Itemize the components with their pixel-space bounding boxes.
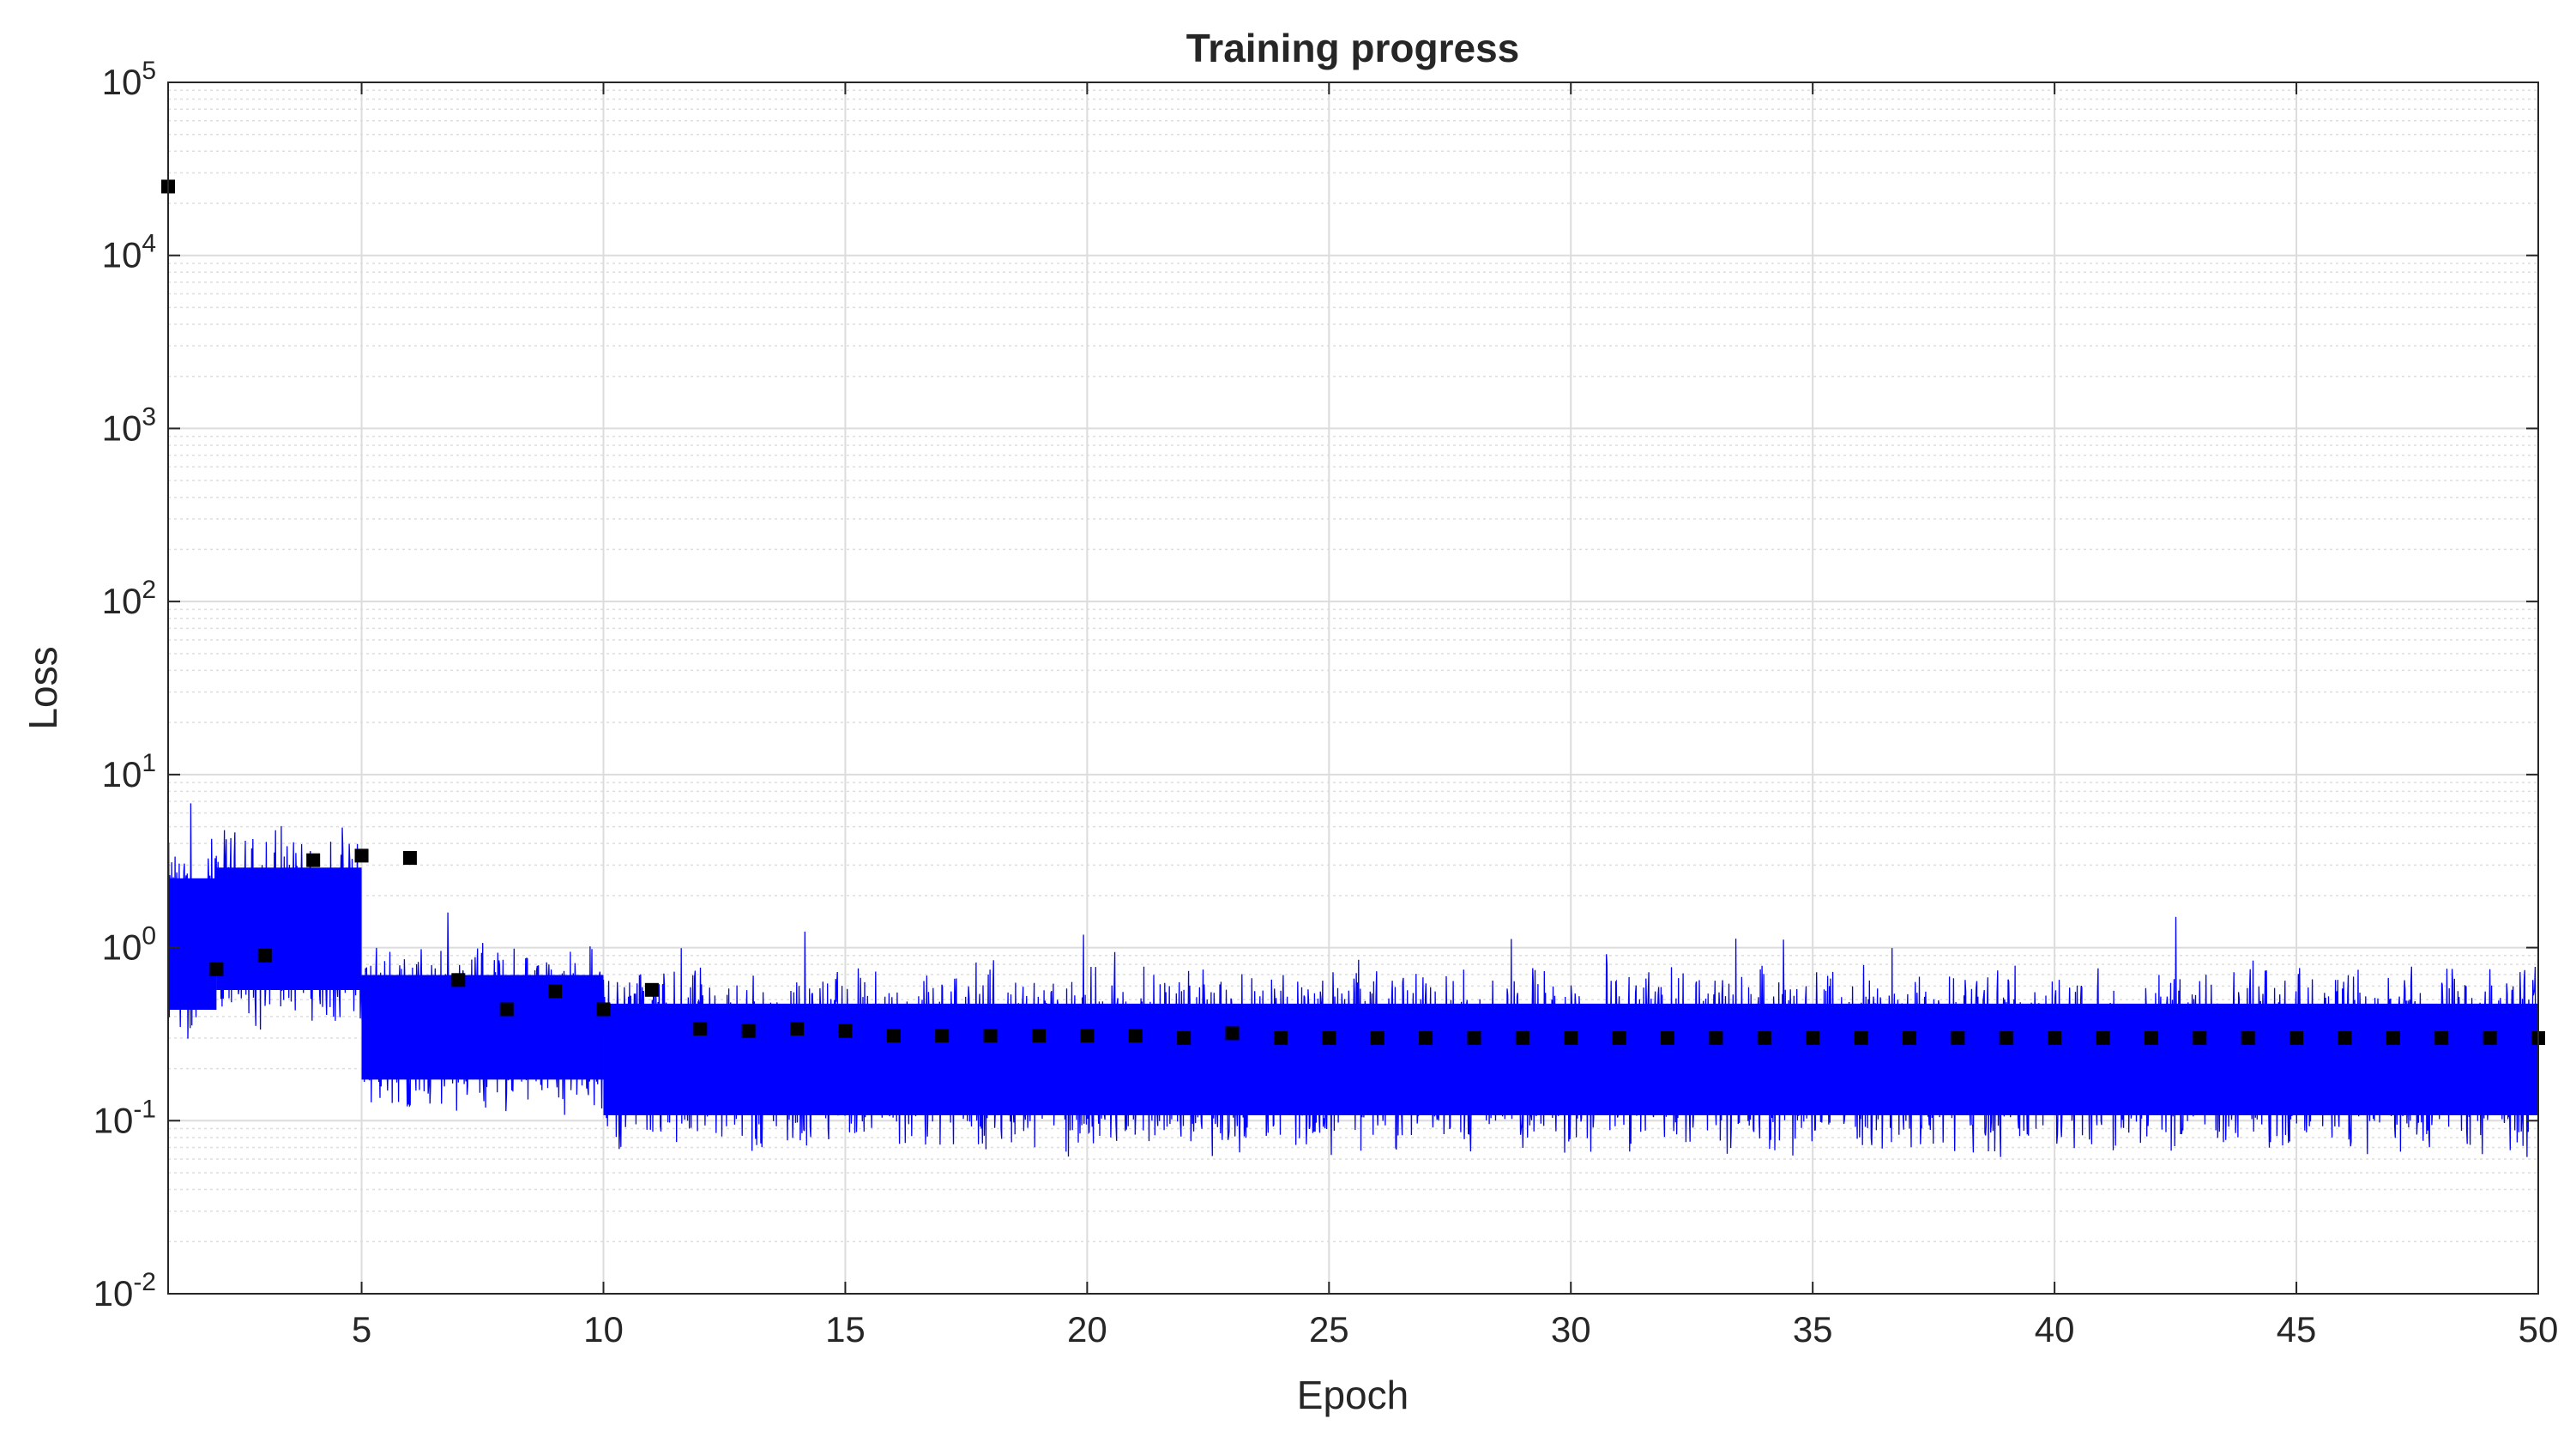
x-tick-label: 25 [1309, 1309, 1349, 1349]
y-tick-label: 103 [102, 402, 156, 448]
epoch-loss-marker [1128, 1029, 1143, 1043]
epoch-loss-marker [1806, 1031, 1820, 1046]
x-tick-labels: 5 10 15 20 25 30 35 40 45 50 [352, 1309, 2558, 1349]
x-tick-label: 15 [825, 1309, 866, 1349]
x-axis-label: Epoch [1297, 1373, 1409, 1417]
x-tick-label: 20 [1067, 1309, 1107, 1349]
x-tick-label: 5 [352, 1309, 371, 1349]
epoch-loss-marker [1370, 1031, 1385, 1046]
epoch-loss-marker [693, 1022, 708, 1036]
epoch-loss-marker [741, 1023, 756, 1038]
epoch-loss-marker [1080, 1029, 1095, 1043]
y-tick-label: 10-2 [94, 1268, 156, 1313]
y-tick-label: 100 [102, 922, 156, 968]
x-tick-label: 40 [2035, 1309, 2075, 1349]
y-tick-label: 102 [102, 576, 156, 621]
epoch-loss-marker [1177, 1031, 1191, 1046]
y-tick-label: 105 [102, 57, 156, 102]
epoch-loss-marker [257, 948, 272, 963]
epoch-loss-marker [499, 1002, 514, 1017]
epoch-loss-marker [451, 973, 466, 987]
epoch-loss-marker [1709, 1031, 1723, 1046]
epoch-loss-marker [644, 982, 659, 997]
x-tick-label: 35 [1793, 1309, 1833, 1349]
epoch-loss-marker [2434, 1031, 2449, 1046]
epoch-loss-marker [1225, 1026, 1240, 1041]
epoch-loss-marker [1902, 1031, 1916, 1046]
epoch-loss-marker [1951, 1031, 1965, 1046]
epoch-loss-marker [1757, 1031, 1771, 1046]
epoch-loss-marker [1031, 1029, 1046, 1043]
epoch-loss-marker [1854, 1031, 1868, 1046]
epoch-loss-marker [935, 1029, 950, 1043]
batch-loss-band-core [603, 1003, 2539, 1115]
epoch-loss-markers [161, 179, 2545, 1046]
epoch-loss-marker [2144, 1031, 2158, 1046]
epoch-loss-marker [838, 1023, 853, 1038]
epoch-loss-marker [354, 848, 369, 863]
x-tick-label: 50 [2519, 1309, 2559, 1349]
epoch-loss-marker [2338, 1031, 2352, 1046]
epoch-loss-marker [306, 853, 321, 867]
y-tick-label: 104 [102, 230, 156, 275]
epoch-loss-marker [2048, 1031, 2062, 1046]
epoch-loss-marker [790, 1022, 805, 1036]
batch-loss-band-core [168, 878, 217, 1011]
batch-loss-line [167, 803, 2539, 1157]
minor-grid [168, 89, 2538, 1243]
epoch-loss-marker [402, 850, 417, 865]
batch-loss-band-core [216, 867, 362, 990]
y-tick-label: 10-1 [94, 1095, 156, 1140]
batch-loss-band-core [361, 975, 604, 1080]
epoch-loss-marker [2096, 1031, 2110, 1046]
epoch-loss-marker [2193, 1031, 2207, 1046]
epoch-loss-marker [1273, 1031, 1288, 1046]
plot-frame [167, 82, 2539, 1295]
epoch-loss-marker [1612, 1031, 1626, 1046]
epoch-loss-marker [1564, 1031, 1578, 1046]
epoch-loss-marker [209, 962, 224, 976]
epoch-loss-marker [886, 1029, 901, 1043]
epoch-loss-marker [2482, 1031, 2497, 1046]
x-tick-label: 45 [2277, 1309, 2317, 1349]
axis-ticks [168, 82, 2539, 1295]
epoch-loss-marker [2241, 1031, 2255, 1046]
epoch-loss-marker [2289, 1031, 2304, 1046]
epoch-loss-marker [1419, 1031, 1433, 1046]
chart-title: Training progress [1186, 26, 1520, 70]
y-tick-labels: 10-2 10-1 100 101 102 103 104 105 [94, 57, 156, 1313]
epoch-loss-marker [1322, 1031, 1336, 1046]
x-tick-label: 10 [583, 1309, 624, 1349]
epoch-loss-marker [1467, 1031, 1481, 1046]
epoch-loss-marker [2386, 1031, 2400, 1046]
x-tick-label: 30 [1551, 1309, 1591, 1349]
epoch-loss-marker [1515, 1031, 1529, 1046]
epoch-loss-marker [1661, 1031, 1675, 1046]
y-axis-label: Loss [21, 646, 65, 729]
epoch-loss-marker [548, 984, 563, 999]
epoch-loss-marker [983, 1029, 998, 1043]
epoch-loss-marker [1999, 1031, 2013, 1046]
y-tick-label: 101 [102, 749, 156, 794]
epoch-loss-marker [596, 1002, 611, 1017]
